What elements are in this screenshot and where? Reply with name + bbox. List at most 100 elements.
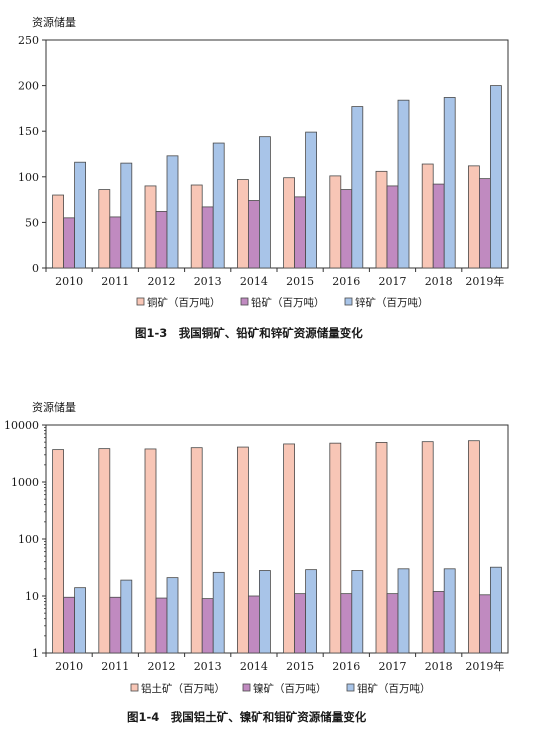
bar [201, 598, 214, 654]
legend-swatch [242, 683, 251, 692]
bar [283, 443, 296, 654]
bar [375, 442, 388, 654]
bar [432, 591, 445, 654]
x-tick-label: 2011 [101, 660, 129, 673]
bar [489, 566, 502, 654]
bar [247, 595, 260, 654]
x-tick-label: 2013 [194, 660, 222, 673]
y-tick-label: 10 [25, 590, 39, 603]
bar [467, 440, 480, 654]
bar [397, 568, 410, 654]
chart-2: 资源储量 1 10 100 1000 10000 2010 2011 2012 2013 2014 2… [4, 400, 509, 724]
bar [236, 446, 249, 654]
bar [63, 596, 75, 654]
chart-1: 资源储量 0 50 100 150 200 250 2010 2011 2012 2013 2014 2… [18, 15, 509, 340]
y-tick-label: 50 [25, 216, 39, 229]
bar [236, 179, 249, 269]
bar [190, 447, 203, 654]
bar [478, 594, 491, 654]
x-tick-label: 2012 [148, 660, 176, 673]
legend-entry: 铜矿（百万吨） [147, 296, 221, 309]
bar [190, 184, 203, 269]
bar [397, 99, 410, 269]
y-tick-label: 1000 [11, 476, 39, 489]
y-axis-label: 资源储量 [32, 15, 76, 29]
x-tick-label: 2015 [286, 275, 314, 288]
x-tick-label: 2018 [425, 660, 453, 673]
legend-swatch [346, 683, 355, 692]
bar [155, 597, 168, 654]
y-tick-label: 150 [18, 125, 39, 138]
bar [109, 596, 122, 654]
bar [258, 136, 271, 269]
bar [98, 189, 111, 269]
bar [305, 131, 318, 269]
bar [329, 442, 342, 654]
bar [421, 163, 434, 269]
y-tick-label: 100 [18, 533, 39, 546]
x-tick-label: 2010 [55, 660, 83, 673]
bar [340, 593, 353, 654]
x-tick-label: 2012 [148, 275, 176, 288]
bar [443, 568, 456, 654]
legend-entry: 钼矿（百万吨） [357, 682, 431, 695]
bar [375, 170, 388, 269]
bar [166, 155, 179, 269]
x-tick-label: 2019年 [465, 274, 504, 288]
bar [443, 97, 456, 269]
bar [386, 185, 399, 269]
x-tick-label: 2014 [240, 660, 268, 673]
y-tick-label: 200 [18, 80, 39, 93]
bar [421, 441, 434, 654]
legend-swatch [344, 297, 353, 306]
bar [294, 593, 307, 654]
x-tick-label: 2017 [379, 660, 407, 673]
x-tick-label: 2016 [332, 660, 360, 673]
bar [52, 449, 64, 654]
legend-entry: 镍矿（百万吨） [253, 682, 327, 695]
legend-entry: 铅矿（百万吨） [251, 296, 325, 309]
bar [283, 177, 296, 269]
bar [258, 570, 271, 654]
bar [52, 194, 64, 269]
y-tick-label: 10000 [4, 419, 39, 432]
legend-entry: 锌矿（百万吨） [355, 296, 429, 309]
bar [120, 162, 133, 269]
bar [340, 189, 353, 269]
bar [247, 200, 260, 269]
bar [120, 579, 133, 654]
y-tick-label: 100 [18, 171, 39, 184]
bar [74, 161, 86, 269]
bar [212, 571, 225, 654]
bar [166, 577, 179, 654]
x-tick-label: 2015 [286, 660, 314, 673]
bar [489, 85, 502, 269]
legend-swatch [136, 297, 145, 306]
bar [212, 142, 225, 269]
x-tick-label: 2017 [379, 275, 407, 288]
y-tick-label: 1 [32, 647, 39, 660]
x-tick-label: 2013 [194, 275, 222, 288]
figure-caption: 图1-3 我国铜矿、铅矿和锌矿资源储量变化 [135, 326, 363, 340]
x-tick-label: 2011 [101, 275, 129, 288]
y-tick-label: 250 [18, 34, 39, 47]
legend-entry: 铝土矿（百万吨） [141, 682, 225, 695]
bar [305, 569, 318, 654]
x-tick-label: 2019年 [465, 659, 504, 673]
bar [351, 106, 364, 269]
x-tick-label: 2016 [332, 275, 360, 288]
x-tick-label: 2010 [55, 275, 83, 288]
bar [74, 587, 86, 654]
legend-swatch [130, 683, 139, 692]
bar [155, 211, 168, 269]
bar [432, 183, 445, 269]
bar [478, 178, 491, 269]
bar [63, 217, 75, 269]
bar [98, 448, 111, 654]
y-tick-label: 0 [32, 262, 39, 275]
bar [144, 185, 157, 269]
y-axis-label: 资源储量 [32, 400, 76, 414]
bar [329, 175, 342, 269]
figure-caption: 图1-4 我国铝土矿、镍矿和钼矿资源储量变化 [127, 710, 367, 724]
bar [201, 206, 214, 269]
